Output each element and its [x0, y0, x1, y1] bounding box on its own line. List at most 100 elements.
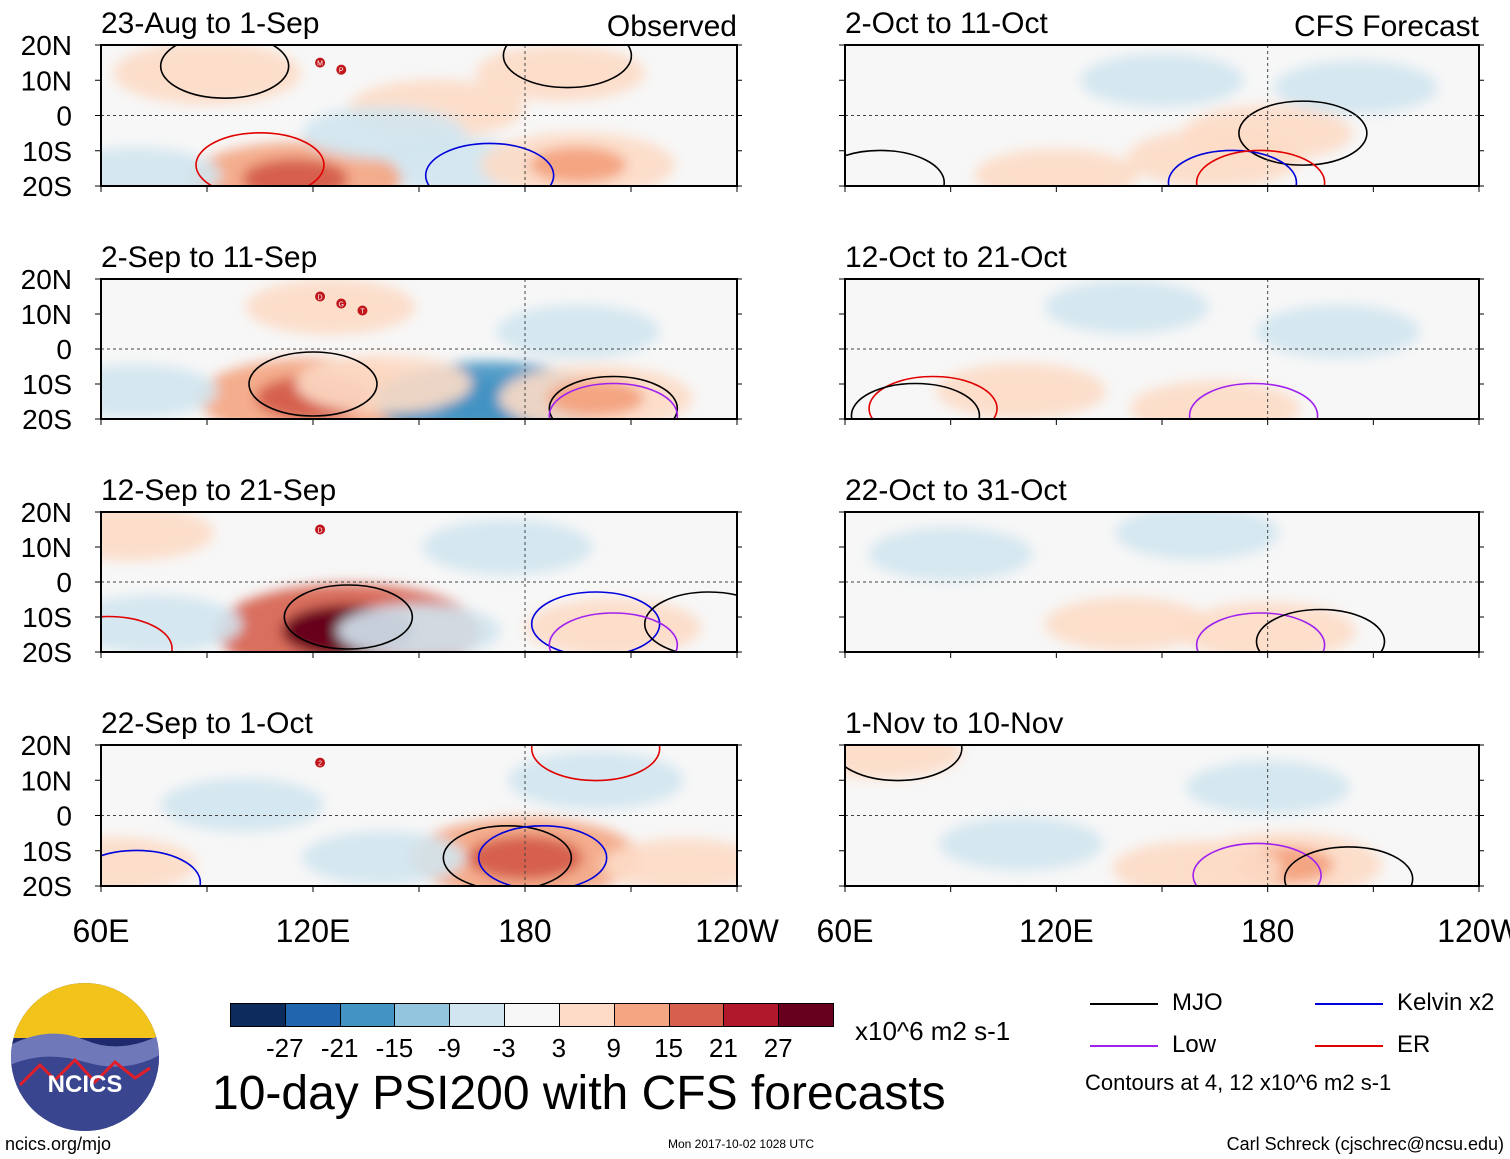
anomaly-blob [496, 304, 660, 359]
logo-sun [11, 983, 159, 1038]
storm-letter: G [339, 302, 344, 309]
storm-marker [315, 757, 326, 768]
y-tick-label: 20N [21, 497, 72, 528]
x-tick-label: 60E [73, 913, 130, 949]
anomaly-blob [602, 838, 737, 886]
y-tick-label: 20N [21, 264, 72, 295]
contour-kelvin [530, 591, 661, 652]
contour-mjo [845, 149, 946, 186]
y-tick-label: 0 [56, 101, 72, 132]
anomaly-blob [1129, 380, 1300, 419]
anomaly-core [467, 835, 583, 880]
wave-contours [248, 351, 679, 419]
anomaly-blob [974, 148, 1139, 186]
anomaly-blob [845, 745, 963, 779]
contour-mjo [643, 591, 737, 652]
contour-mjo [845, 745, 963, 782]
anomaly-blob [1080, 53, 1244, 108]
anomaly-blob [868, 527, 1033, 581]
wave-contours [159, 45, 633, 186]
x-tick-label: 120E [1019, 913, 1094, 949]
contour-mjo [159, 45, 290, 99]
panel: 1-Nov to 10-Nov [839, 707, 1484, 892]
anomaly-blob [1044, 280, 1209, 334]
colorbar-swatch [504, 1003, 560, 1027]
anomaly-blob [295, 354, 472, 414]
anomaly-core [242, 158, 349, 186]
contour-er [101, 615, 173, 652]
anomaly-blob [1115, 512, 1280, 560]
anomaly-blob [337, 604, 501, 652]
colorbar-tick-label: 15 [654, 1033, 683, 1063]
y-tick-label: 10N [21, 532, 72, 563]
anomaly-blob [113, 45, 301, 105]
anomaly-blob [1273, 60, 1438, 115]
y-tick-label: 10S [22, 136, 72, 167]
logo-body [11, 983, 159, 1131]
y-tick-label: 0 [56, 567, 72, 598]
legend-line-low [1090, 1045, 1158, 1047]
wave-contours [101, 584, 737, 652]
panel: 22-Oct to 31-Oct [839, 474, 1484, 658]
panel-title: 22-Oct to 31-Oct [845, 474, 1067, 507]
panel-title: 23-Aug to 1-Sep [101, 7, 319, 40]
panel: 12-Oct to 21-Oct [839, 241, 1484, 425]
legend-label-mjo: MJO [1172, 989, 1223, 1016]
y-tick-label: 0 [56, 801, 72, 832]
contour-mjo [502, 45, 633, 89]
y-tick-label: 20S [22, 637, 72, 668]
contour-kelvin [424, 142, 555, 186]
contour-mjo [248, 351, 378, 417]
colorbar-tick-label: -21 [320, 1033, 359, 1063]
contour-low [1195, 612, 1326, 652]
colorbar-tick-label: 3 [551, 1033, 567, 1063]
contour-low [1192, 842, 1322, 886]
anomaly-blob [245, 279, 416, 335]
panel: M P 20N 10N 0 10S 20S 23-Aug to 1-Sep Observed [21, 7, 742, 202]
contour-mjo [1238, 100, 1368, 166]
anomaly-shading [868, 512, 1356, 652]
y-tick-label: 10S [22, 602, 72, 633]
legend-label-er: ER [1397, 1031, 1431, 1058]
contour-er [1195, 149, 1326, 186]
panel-title: 12-Sep to 21-Sep [101, 474, 336, 507]
anomaly-blob [475, 45, 646, 102]
x-tick-label: 120W [695, 913, 779, 949]
anomaly-blob [1044, 597, 1209, 651]
anomaly-blob [101, 836, 197, 886]
colorbar-swatch [668, 1003, 725, 1027]
y-tick-label: 20S [22, 171, 72, 202]
contour-low [548, 382, 679, 419]
contour-er [195, 132, 325, 186]
storm-marker [336, 64, 347, 75]
y-tick-label: 10N [21, 65, 72, 96]
x-tick-label: 180 [498, 913, 551, 949]
panel: 2-Oct to 11-Oct CFS Forecast [839, 7, 1484, 192]
wave-contours [845, 745, 1414, 886]
x-tick-label: 60E [817, 913, 874, 949]
x-tick-label: 120E [276, 913, 351, 949]
panel-title: 2-Oct to 11-Oct [845, 7, 1049, 40]
colorbar-swatch [449, 1003, 506, 1027]
colorbar-swatch [230, 1003, 286, 1027]
y-tick-label: 20N [21, 30, 72, 61]
anomaly-blob [422, 519, 593, 575]
y-tick-label: 10S [22, 369, 72, 400]
anomaly-blob [939, 816, 1104, 871]
anomaly-blob [1112, 840, 1283, 886]
anomaly-blob [301, 831, 466, 885]
y-tick-label: 20N [21, 730, 72, 761]
legend-line-er [1315, 1045, 1383, 1047]
storm-letter: D [318, 295, 323, 302]
y-tick-label: 20S [22, 871, 72, 902]
colorbar-tick-label: 27 [763, 1033, 793, 1063]
y-tick-label: 10N [21, 765, 72, 796]
anomaly-blob [101, 594, 242, 652]
wave-contours [850, 375, 1319, 419]
site-url[interactable]: ncics.org/mjo [5, 1134, 112, 1154]
anomaly-blob [160, 778, 325, 832]
timestamp: Mon 2017-10-02 1028 UTC [668, 1137, 815, 1151]
author-credit: Carl Schreck (cjschrec@ncsu.edu) [1226, 1134, 1504, 1154]
anomaly-blob [936, 363, 1107, 419]
